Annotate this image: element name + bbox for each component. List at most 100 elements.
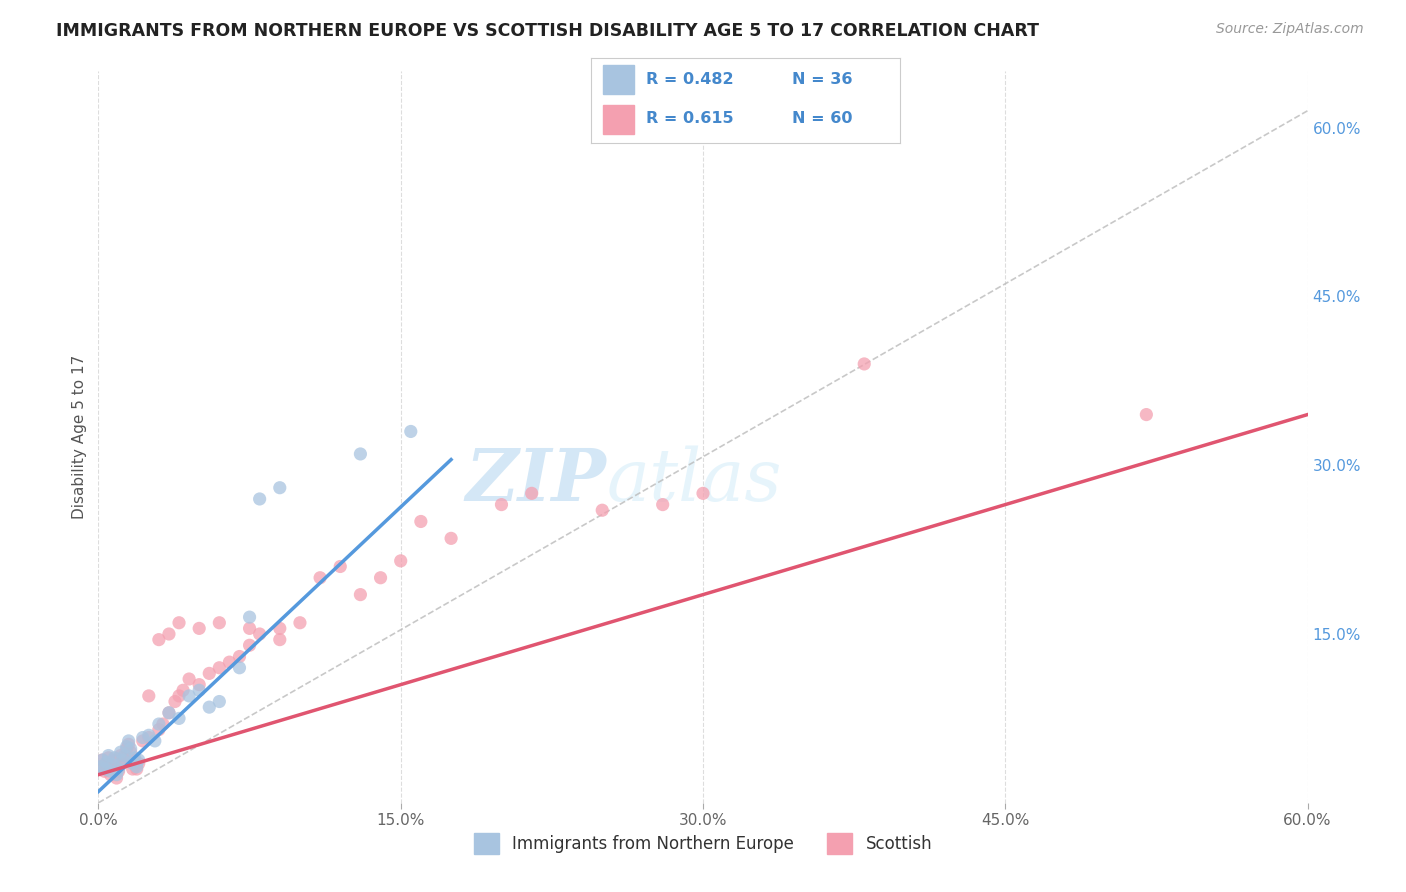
Point — [692, 486, 714, 500]
Bar — [603, 104, 634, 134]
Point — [103, 751, 125, 765]
Point — [188, 678, 211, 692]
Point — [101, 757, 124, 772]
Point — [520, 486, 543, 500]
Point — [97, 751, 120, 765]
Point — [114, 751, 136, 765]
Point — [97, 748, 120, 763]
Point — [269, 481, 291, 495]
Point — [349, 588, 371, 602]
Point — [96, 756, 118, 770]
Point — [115, 741, 138, 756]
Point — [96, 757, 118, 772]
Point — [269, 621, 291, 635]
Point — [309, 571, 332, 585]
Point — [163, 694, 186, 708]
Point — [138, 728, 160, 742]
Point — [114, 748, 136, 763]
Point — [101, 762, 124, 776]
Point — [124, 751, 146, 765]
Point — [120, 745, 142, 759]
Point — [329, 559, 352, 574]
Point — [349, 447, 371, 461]
Point — [91, 753, 114, 767]
Point — [269, 632, 291, 647]
Text: Source: ZipAtlas.com: Source: ZipAtlas.com — [1216, 22, 1364, 37]
Text: ZIP: ZIP — [465, 445, 606, 516]
Point — [591, 503, 613, 517]
Point — [89, 760, 111, 774]
Point — [239, 610, 262, 624]
Point — [651, 498, 673, 512]
Point — [157, 706, 180, 720]
Point — [89, 760, 111, 774]
Point — [218, 655, 240, 669]
Point — [120, 741, 142, 756]
Point — [208, 694, 231, 708]
Point — [148, 717, 170, 731]
Point — [121, 762, 143, 776]
Point — [91, 753, 114, 767]
Text: R = 0.615: R = 0.615 — [647, 112, 734, 127]
Point — [148, 632, 170, 647]
Point — [167, 615, 190, 630]
Text: N = 60: N = 60 — [792, 112, 852, 127]
Point — [172, 683, 194, 698]
Point — [188, 683, 211, 698]
Point — [157, 627, 180, 641]
Point — [148, 723, 170, 737]
Point — [105, 771, 128, 785]
Point — [111, 756, 134, 771]
Y-axis label: Disability Age 5 to 17: Disability Age 5 to 17 — [72, 355, 87, 519]
Point — [121, 756, 143, 771]
Text: atlas: atlas — [606, 446, 782, 516]
Point — [228, 661, 250, 675]
Point — [198, 700, 221, 714]
Point — [409, 515, 432, 529]
Point — [239, 621, 262, 635]
Point — [208, 661, 231, 675]
Point — [249, 491, 271, 506]
Text: R = 0.482: R = 0.482 — [647, 71, 734, 87]
Point — [132, 731, 155, 745]
Point — [179, 672, 201, 686]
Point — [138, 689, 160, 703]
Point — [105, 767, 128, 781]
Point — [132, 734, 155, 748]
Point — [1135, 408, 1157, 422]
Point — [110, 748, 132, 763]
Point — [208, 615, 231, 630]
Text: N = 36: N = 36 — [792, 71, 852, 87]
Point — [118, 734, 141, 748]
Point — [853, 357, 876, 371]
Point — [157, 706, 180, 720]
Point — [107, 762, 129, 776]
Point — [167, 689, 190, 703]
Bar — [603, 65, 634, 95]
Point — [198, 666, 221, 681]
Point — [124, 753, 146, 767]
Point — [491, 498, 513, 512]
Point — [100, 767, 122, 781]
Point — [110, 745, 132, 759]
Point — [103, 753, 125, 767]
Legend: Immigrants from Northern Europe, Scottish: Immigrants from Northern Europe, Scottis… — [467, 827, 939, 860]
Point — [125, 762, 148, 776]
Point — [288, 615, 311, 630]
Point — [93, 764, 115, 779]
Point — [399, 425, 422, 439]
Point — [152, 717, 174, 731]
Point — [167, 711, 190, 725]
Point — [389, 554, 412, 568]
Point — [118, 737, 141, 751]
Point — [249, 627, 271, 641]
Point — [128, 756, 150, 771]
Point — [440, 532, 463, 546]
Point — [128, 753, 150, 767]
Point — [370, 571, 392, 585]
Point — [125, 760, 148, 774]
Point — [179, 689, 201, 703]
Point — [138, 731, 160, 745]
Point — [100, 764, 122, 779]
Point — [107, 764, 129, 779]
